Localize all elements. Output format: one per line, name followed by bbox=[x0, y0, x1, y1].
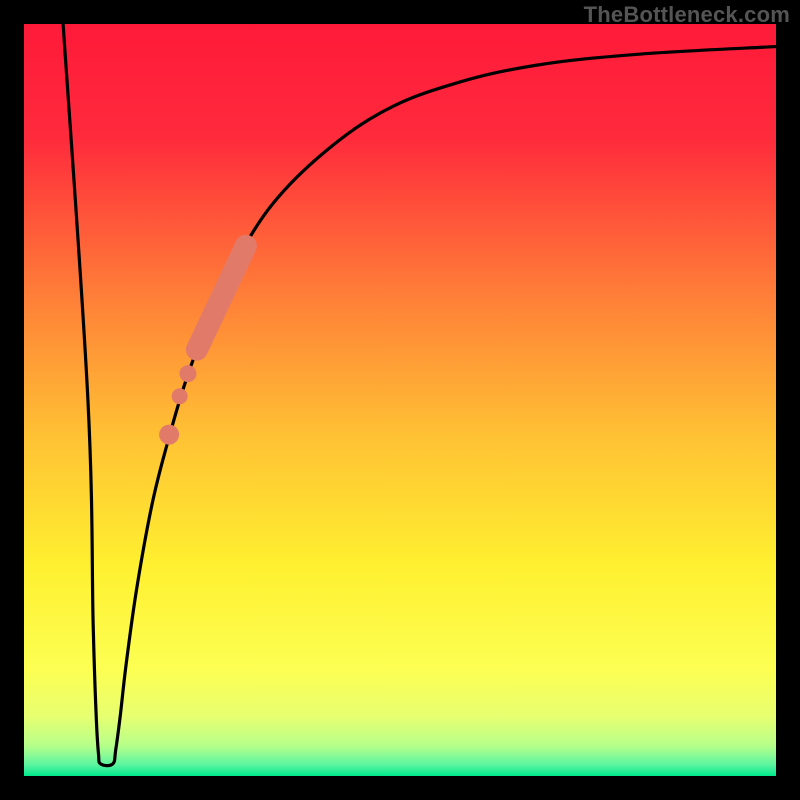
marker-dot bbox=[172, 388, 188, 404]
chart-container: TheBottleneck.com bbox=[0, 0, 800, 800]
marker-dot bbox=[179, 365, 196, 382]
watermark-text: TheBottleneck.com bbox=[584, 2, 790, 28]
marker-dot bbox=[159, 425, 179, 445]
bottleneck-chart bbox=[0, 0, 800, 800]
gradient-background bbox=[24, 24, 776, 776]
